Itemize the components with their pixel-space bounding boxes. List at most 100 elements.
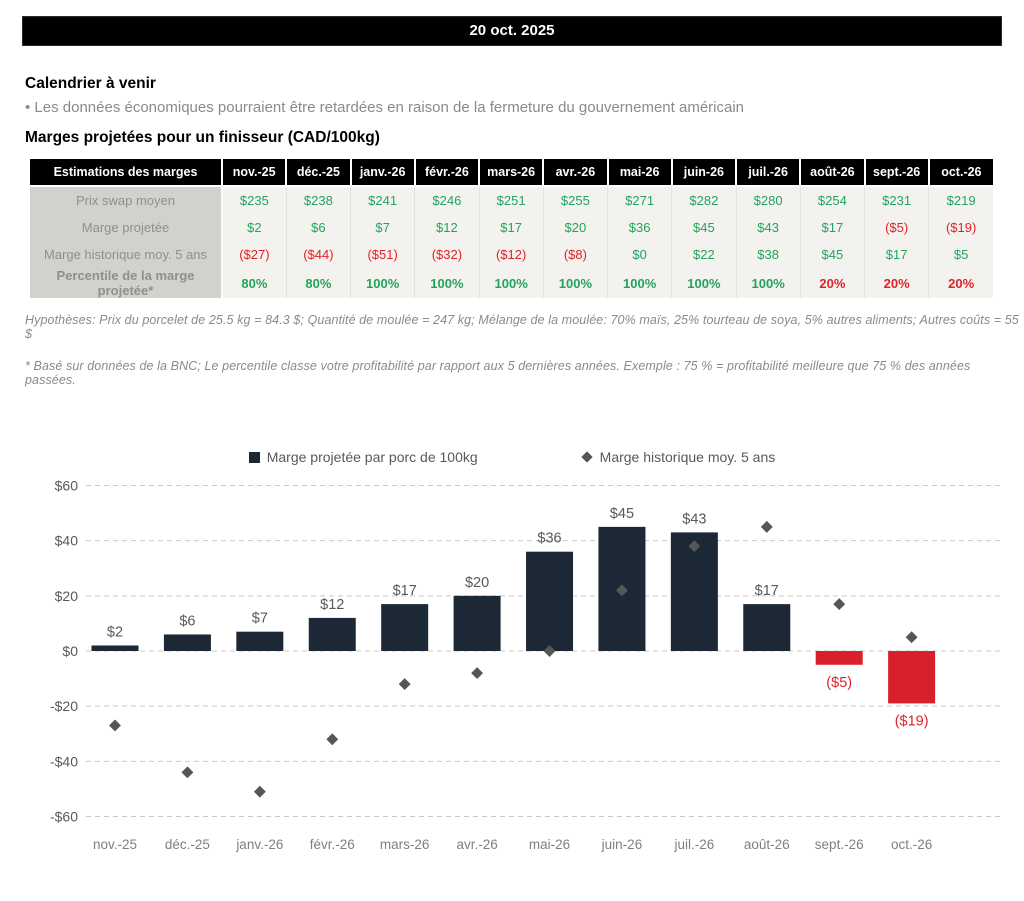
diamond-marker-août-26 xyxy=(760,520,773,533)
x-axis-label-déc.-25: déc.-25 xyxy=(165,837,210,852)
table-row: Percentile de la marge projetée* 80% 80% 10… xyxy=(30,268,993,298)
bar-mai-26 xyxy=(526,551,574,651)
column-header-juil.-26: juil.-26 xyxy=(736,159,802,187)
table-cell: 100% xyxy=(543,268,609,298)
column-header-nov.-25: nov.-25 xyxy=(222,159,288,187)
legend-label-projected: Marge projetée par porc de 100kg xyxy=(266,449,478,465)
table-cell: $6 xyxy=(286,214,352,241)
diamond-marker-avr.-26 xyxy=(471,667,484,680)
chart-legend: Marge projetée par porc de 100kg Marge h… xyxy=(0,449,1024,465)
diamond-marker-déc.-25 xyxy=(181,766,194,779)
x-axis-label-juil.-26: juil.-26 xyxy=(673,837,714,852)
x-axis-label-avr.-26: avr.-26 xyxy=(456,837,497,852)
bar-avr.-26 xyxy=(453,595,501,651)
table-cell: 100% xyxy=(607,268,673,298)
row-label: Prix swap moyen xyxy=(30,186,223,214)
table-cell: $20 xyxy=(543,214,609,241)
table-cell: $254 xyxy=(800,186,866,214)
table-cell: 100% xyxy=(479,268,544,298)
y-axis-tick: -$60 xyxy=(50,808,78,824)
margins-table: Estimations des marges nov.-25 déc.-25 janv… xyxy=(30,159,993,298)
table-cell: $0 xyxy=(607,241,673,268)
y-axis-tick: $20 xyxy=(55,588,79,604)
table-cell: $238 xyxy=(286,186,352,214)
table-cell: ($32) xyxy=(414,241,480,268)
bar-août-26 xyxy=(743,604,791,651)
table-cell: 80% xyxy=(222,268,287,298)
table-cell: 100% xyxy=(350,268,416,298)
bar-value-label: $2 xyxy=(107,624,123,640)
calendar-bullet: • Les données économiques pourraient êtr… xyxy=(25,99,745,116)
bar-swatch-icon xyxy=(248,451,260,463)
x-axis-label-sept.-26: sept.-26 xyxy=(815,837,864,852)
column-header-avr.-26: avr.-26 xyxy=(543,159,609,187)
diamond-marker-févr.-26 xyxy=(326,733,339,746)
bar-value-label: ($19) xyxy=(895,713,929,729)
table-cell: $271 xyxy=(607,186,673,214)
x-axis-label-mars-26: mars-26 xyxy=(380,837,430,852)
diamond-marker-mai-26 xyxy=(543,645,556,657)
table-cell: 80% xyxy=(286,268,352,298)
bar-janv.-26 xyxy=(236,631,284,651)
report-page: 20 oct. 2025 Calendrier à venir • Les do… xyxy=(0,16,1024,873)
bar-value-label: $17 xyxy=(755,583,779,599)
table-row: Marge projetée $2 $6 $7 $12 $17 $20 $36 $45 $43 $1… xyxy=(30,214,993,241)
table-cell: $235 xyxy=(222,186,287,214)
column-header-mars-26: mars-26 xyxy=(479,159,545,187)
date-banner: 20 oct. 2025 xyxy=(22,16,1002,46)
legend-item-projected-margin: Marge projetée par porc de 100kg xyxy=(248,449,478,465)
table-cell: $255 xyxy=(543,186,609,214)
y-axis-tick: $40 xyxy=(55,533,79,549)
table-cell: 20% xyxy=(864,268,930,298)
diamond-marker-oct.-26 xyxy=(905,631,918,644)
bar-value-label: $45 xyxy=(610,506,634,522)
y-axis-tick: $0 xyxy=(62,643,78,659)
table-row: Marge historique moy. 5 ans ($27) ($44) ($5… xyxy=(30,241,993,268)
row-label: Marge projetée xyxy=(30,214,223,241)
row-label: Marge historique moy. 5 ans xyxy=(30,241,223,268)
table-cell: $282 xyxy=(671,186,737,214)
table-cell: ($12) xyxy=(479,241,544,268)
table-cell: $45 xyxy=(671,214,737,241)
table-cell: 20% xyxy=(800,268,866,298)
table-cell: $17 xyxy=(479,214,544,241)
table-cell: $17 xyxy=(864,241,930,268)
footnote-hypotheses: Hypothèses: Prix du porcelet de 25.5 kg … xyxy=(25,313,1019,341)
column-header-août-26: août-26 xyxy=(800,159,866,187)
column-header-oct.-26: oct.-26 xyxy=(928,159,993,187)
bar-mars-26 xyxy=(381,604,429,651)
diamond-marker-nov.-25 xyxy=(109,719,121,732)
table-cell: $43 xyxy=(736,214,801,241)
table-cell: ($44) xyxy=(286,241,352,268)
bar-value-label: $12 xyxy=(320,597,344,613)
column-header-juin-26: juin-26 xyxy=(671,159,738,187)
table-title: Marges projetées pour un finisseur (CAD/… xyxy=(25,129,380,146)
bar-oct.-26 xyxy=(888,651,936,704)
table-cell: 100% xyxy=(671,268,737,298)
diamond-swatch-icon xyxy=(580,451,593,463)
table-cell: $12 xyxy=(414,214,480,241)
table-corner-label: Estimations des marges xyxy=(30,159,223,187)
margins-table-header: Estimations des marges nov.-25 déc.-25 janv… xyxy=(30,159,993,187)
table-cell: 100% xyxy=(414,268,480,298)
x-axis-label-nov.-25: nov.-25 xyxy=(93,837,137,852)
margins-bar-chart: $60 $40 $20 $0 -$20 -$40 -$60 $2 $6 $7 $12 $17 $20 $3… xyxy=(50,478,1004,852)
legend-item-historical-margin: Marge historique moy. 5 ans xyxy=(580,449,775,465)
table-cell: ($19) xyxy=(928,214,993,241)
table-cell: $246 xyxy=(414,186,480,214)
bar-juil.-26 xyxy=(670,532,718,651)
bar-value-label: $43 xyxy=(682,511,706,527)
diamond-marker-mars-26 xyxy=(398,678,411,691)
column-header-févr.-26: févr.-26 xyxy=(414,159,481,187)
bar-value-label: $17 xyxy=(393,583,417,599)
row-label: Percentile de la marge projetée* xyxy=(30,268,223,298)
bar-value-label: $6 xyxy=(179,613,195,629)
bar-value-label: $36 xyxy=(537,531,561,547)
bar-value-label: $20 xyxy=(465,575,489,591)
table-cell: $7 xyxy=(350,214,416,241)
table-cell: $241 xyxy=(350,186,416,214)
table-row: Prix swap moyen $235 $238 $241 $246 $251 $255 $… xyxy=(30,186,993,214)
table-cell: $2 xyxy=(222,214,287,241)
table-cell: 100% xyxy=(736,268,801,298)
bar-value-label: ($5) xyxy=(826,675,852,691)
